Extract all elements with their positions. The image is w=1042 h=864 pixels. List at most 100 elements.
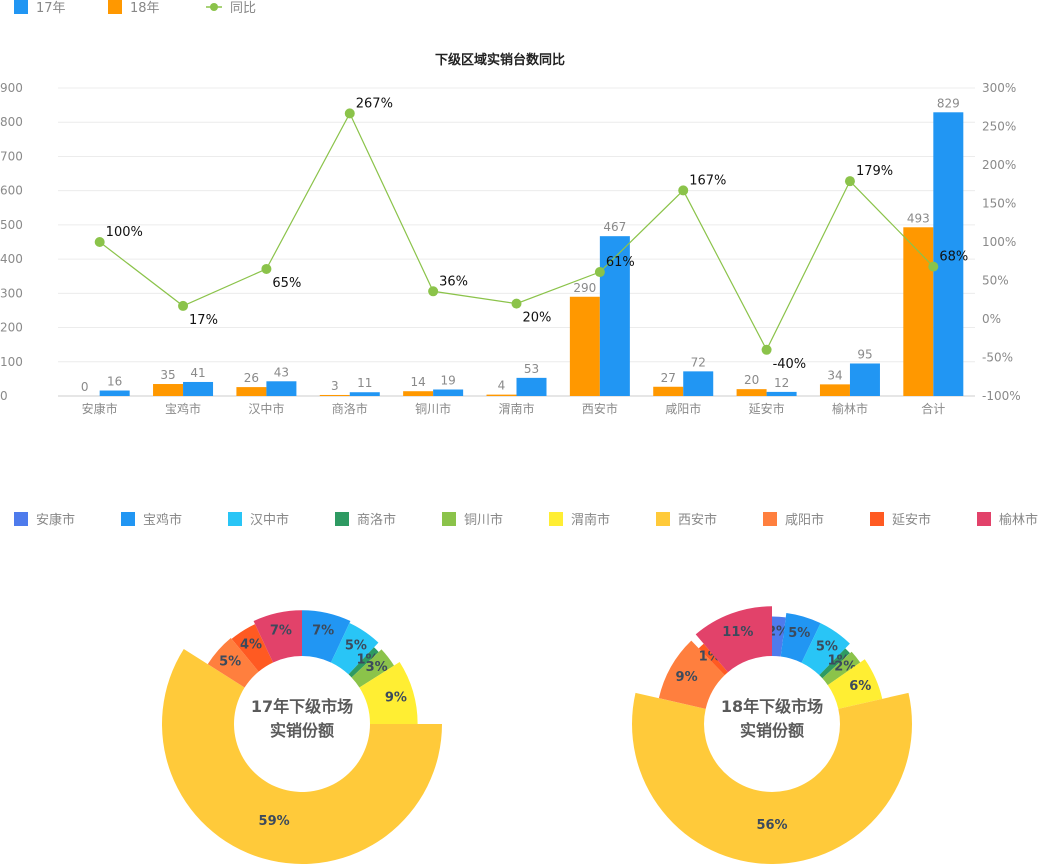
bar-18年-延安市[interactable] [736, 389, 767, 396]
legend-item-17年[interactable]: 17年 [14, 0, 66, 16]
line-point[interactable] [178, 300, 189, 311]
y-tick-label: 900 [0, 81, 23, 95]
slice-汉中市[interactable] [801, 623, 850, 676]
legend-item-商洛市[interactable]: 商洛市 [335, 512, 396, 528]
legend-item-安康市[interactable]: 安康市 [14, 512, 75, 528]
center-title-line: 实销份额 [270, 721, 334, 740]
y-tick-label: 0 [0, 389, 8, 403]
slice-汉中市[interactable] [330, 622, 379, 675]
y-tick-label: 800 [0, 115, 23, 129]
slice-商洛市[interactable] [819, 648, 850, 679]
bar-17年-宝鸡市[interactable] [183, 381, 214, 396]
legend-item-渭南市[interactable]: 渭南市 [549, 512, 610, 528]
line-point[interactable] [678, 185, 689, 196]
line-value-label: 267% [356, 96, 393, 111]
pie-chart-legend[interactable]: 安康市 宝鸡市 汉中市 商洛市 铜川市 渭南市 西安市 咸阳市 延安市 榆林市 [14, 512, 1038, 528]
slice-榆林市[interactable] [695, 606, 772, 673]
bar-17年-商洛市[interactable] [349, 392, 380, 396]
x-tick-label: 榆林市 [832, 401, 868, 416]
slice-咸阳市[interactable] [658, 640, 725, 709]
slice-西安市[interactable] [632, 692, 912, 864]
bar-17年-合计[interactable] [933, 112, 964, 396]
slice-渭南市[interactable] [827, 659, 883, 709]
y2-tick-label: 250% [982, 120, 1016, 134]
bar-17年-咸阳市[interactable] [683, 371, 714, 396]
slice-延安市[interactable] [231, 624, 274, 672]
legend-item-18年[interactable]: 18年 [108, 0, 160, 16]
bar-18年-榆林市[interactable] [819, 384, 850, 396]
legend-item-西安市[interactable]: 西安市 [656, 512, 717, 528]
legend-label: 咸阳市 [785, 512, 824, 528]
bar-18年-咸阳市[interactable] [653, 386, 684, 396]
bar-18年-商洛市[interactable] [319, 394, 350, 396]
slice-安康市[interactable] [772, 616, 786, 657]
bar-18年-西安市[interactable] [569, 296, 600, 396]
line-point[interactable] [344, 108, 355, 119]
line-point[interactable] [261, 263, 272, 274]
line-point[interactable] [761, 344, 772, 355]
slice-value-label: 6% [849, 679, 871, 694]
line-point[interactable] [844, 176, 855, 187]
x-tick-label: 商洛市 [332, 401, 368, 416]
bar-value-label: 4 [498, 379, 506, 393]
line-point[interactable] [928, 261, 939, 272]
legend-item-铜川市[interactable]: 铜川市 [442, 512, 503, 528]
bar-17年-西安市[interactable] [599, 236, 630, 396]
slice-value-label: 9% [385, 691, 407, 706]
bar-17年-汉中市[interactable] [266, 381, 297, 396]
slice-榆林市[interactable] [253, 610, 302, 663]
x-tick-label: 延安市 [749, 401, 785, 416]
slice-宝鸡市[interactable] [780, 612, 821, 663]
legend-item-榆林市[interactable]: 榆林市 [977, 512, 1038, 528]
bar-17年-渭南市[interactable] [516, 377, 547, 396]
line-point[interactable] [511, 298, 522, 309]
bar-17年-铜川市[interactable] [433, 389, 464, 396]
bar-chart: 0100200300400500600700800900-100%-50%0%5… [0, 81, 1021, 416]
line-point[interactable] [428, 286, 439, 297]
bar-value-label: 20 [744, 373, 759, 387]
legend-label: 铜川市 [464, 512, 503, 528]
bar-18年-汉中市[interactable] [236, 387, 267, 396]
slice-商洛市[interactable] [348, 647, 379, 678]
legend-item-汉中市[interactable]: 汉中市 [228, 512, 289, 528]
x-tick-label: 安康市 [82, 401, 118, 416]
line-point[interactable] [94, 237, 105, 247]
slice-value-label: 5% [219, 655, 241, 670]
bar-value-label: 35 [160, 368, 175, 382]
x-tick-label: 咸阳市 [665, 401, 701, 416]
bar-17年-榆林市[interactable] [849, 363, 880, 396]
slice-渭南市[interactable] [359, 662, 418, 724]
line-value-label: 167% [689, 173, 726, 188]
slice-西安市[interactable] [162, 648, 443, 864]
bar-value-label: 19 [440, 373, 455, 387]
x-tick-label: 西安市 [582, 401, 618, 416]
legend-item-延安市[interactable]: 延安市 [870, 512, 931, 528]
bar-18年-宝鸡市[interactable] [153, 384, 184, 396]
bar-value-label: 467 [603, 220, 626, 234]
legend-item-咸阳市[interactable]: 咸阳市 [763, 512, 824, 528]
slice-铜川市[interactable] [351, 649, 395, 688]
slice-延安市[interactable] [698, 643, 728, 676]
x-tick-label: 合计 [921, 401, 945, 416]
slice-铜川市[interactable] [822, 651, 861, 686]
bar-chart-legend[interactable]: 17年 18年 同比 [14, 0, 256, 16]
legend-item-同比[interactable]: 同比 [206, 1, 256, 16]
bar-18年-合计[interactable] [903, 227, 934, 396]
y2-tick-label: 200% [982, 158, 1016, 172]
slice-咸阳市[interactable] [207, 637, 259, 688]
line-point[interactable] [594, 267, 605, 278]
y-tick-label: 600 [0, 184, 23, 198]
x-tick-label: 宝鸡市 [165, 401, 201, 416]
bar-18年-铜川市[interactable] [403, 391, 434, 396]
legend-item-宝鸡市[interactable]: 宝鸡市 [121, 512, 182, 528]
bar-18年-渭南市[interactable] [486, 394, 517, 396]
legend-swatch [14, 512, 28, 526]
bar-value-label: 0 [81, 380, 89, 394]
legend-swatch [656, 512, 670, 526]
slice-value-label: 9% [676, 670, 698, 685]
slice-宝鸡市[interactable] [302, 610, 351, 663]
bar-17年-安康市[interactable] [99, 390, 130, 396]
bar-17年-延安市[interactable] [766, 391, 797, 396]
legend-swatch [335, 512, 349, 526]
